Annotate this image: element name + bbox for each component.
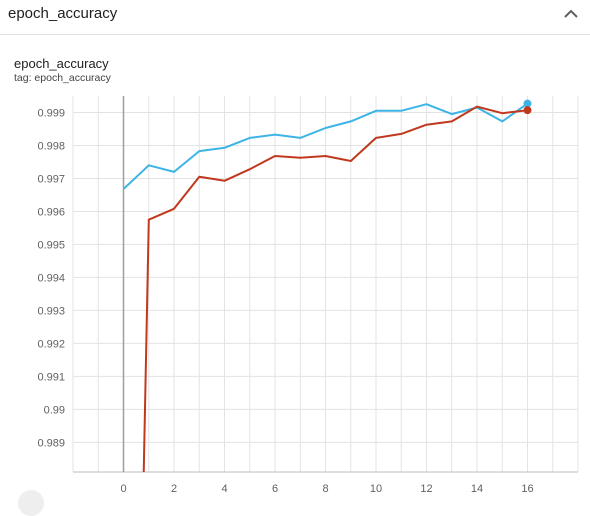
axes bbox=[73, 96, 578, 473]
x-tick-label: 12 bbox=[420, 483, 432, 495]
y-tick-label: 0.99 bbox=[44, 404, 65, 416]
tick-labels: 0.989 0.99 0.991 0.992 0.993 0.994 0.995 0.996 0… bbox=[37, 107, 533, 495]
x-tick-label: 0 bbox=[120, 483, 126, 495]
x-tick-label: 4 bbox=[221, 483, 227, 495]
y-tick-label: 0.996 bbox=[37, 206, 65, 218]
x-tick-label: 16 bbox=[521, 483, 533, 495]
y-tick-label: 0.999 bbox=[37, 107, 65, 119]
x-tick-label: 6 bbox=[272, 483, 278, 495]
x-tick-label: 10 bbox=[370, 483, 382, 495]
fab-button[interactable] bbox=[18, 490, 44, 516]
chart-card-title: epoch_accuracy bbox=[14, 56, 109, 71]
y-tick-label: 0.998 bbox=[37, 140, 65, 152]
y-tick-label: 0.989 bbox=[37, 437, 65, 449]
grid bbox=[72, 96, 579, 472]
series bbox=[122, 99, 532, 472]
y-tick-label: 0.991 bbox=[37, 371, 65, 383]
y-tick-label: 0.993 bbox=[37, 305, 65, 317]
x-tick-label: 14 bbox=[471, 483, 483, 495]
x-tick-label: 8 bbox=[322, 483, 328, 495]
series-end-point[interactable] bbox=[523, 106, 532, 115]
series-line bbox=[122, 102, 529, 190]
x-tick-label: 2 bbox=[171, 483, 177, 495]
series-end-point[interactable] bbox=[523, 99, 532, 108]
series-line bbox=[142, 105, 528, 472]
section-title: epoch_accuracy bbox=[8, 5, 118, 22]
chart-card-tag: tag: epoch_accuracy bbox=[14, 72, 111, 84]
y-tick-label: 0.997 bbox=[37, 173, 65, 185]
line-chart: 0.989 0.99 0.991 0.992 0.993 0.994 0.995 0.996 0… bbox=[37, 96, 579, 495]
y-tick-label: 0.994 bbox=[37, 272, 65, 284]
section-header[interactable]: epoch_accuracy bbox=[0, 0, 590, 35]
y-tick-label: 0.995 bbox=[37, 239, 65, 251]
y-tick-label: 0.992 bbox=[37, 338, 65, 350]
chevron-up-icon[interactable] bbox=[560, 3, 582, 25]
